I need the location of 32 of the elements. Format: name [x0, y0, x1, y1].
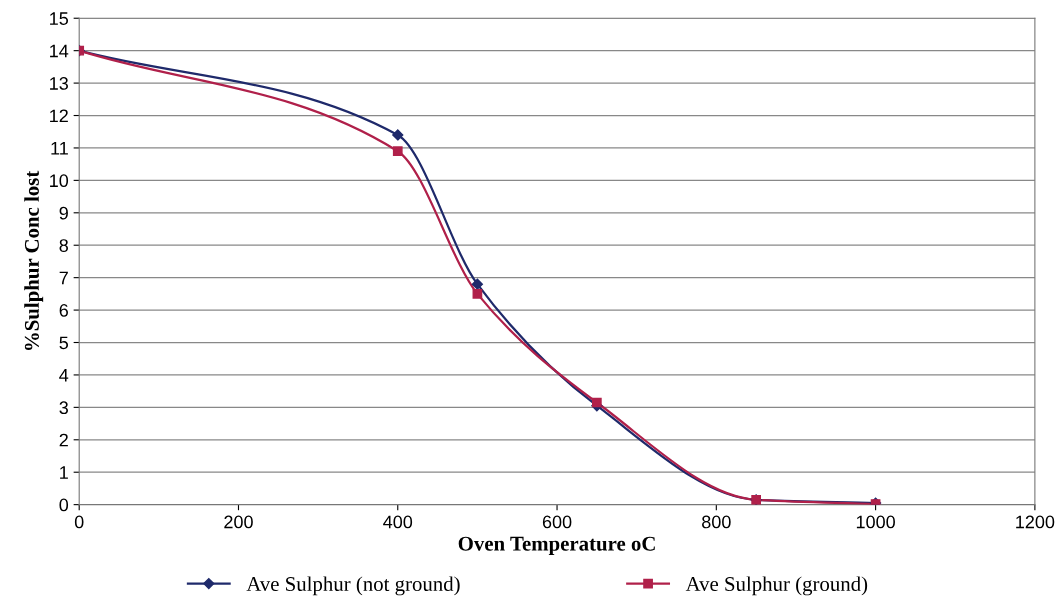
y-tick-label: 3	[59, 401, 68, 415]
x-tick-label: 1000	[856, 515, 895, 529]
y-tick-label: 5	[59, 336, 69, 350]
x-axis-title: Oven Temperature oC	[458, 536, 655, 555]
point	[392, 146, 403, 157]
x-tick-label: 1200	[1016, 515, 1055, 529]
y-tick-label: 10	[50, 174, 69, 188]
y-tick-label: 7	[59, 271, 68, 285]
y-tick-label: 15	[50, 12, 69, 25]
y-tick-label: 12	[50, 109, 68, 123]
y-tick-label: 2	[59, 433, 68, 447]
point	[472, 289, 483, 299]
y-tick-label: 0	[59, 498, 69, 512]
y-tick-label: 1	[60, 466, 68, 479]
point	[591, 397, 602, 408]
x-tick-label: 0	[74, 515, 84, 529]
y-axis-title: %Sulphur Conc lost	[24, 170, 44, 350]
y-tick-label: 4	[59, 369, 69, 382]
y-tick-label: 11	[51, 142, 68, 155]
x-tick-label: 600	[542, 515, 572, 529]
legend-label: Ave Sulphur (not ground)	[246, 576, 460, 596]
y-tick-label: 13	[50, 77, 68, 90]
y-tick-label: 8	[59, 239, 68, 252]
y-tick-label: 6	[59, 304, 68, 317]
x-tick-label: 400	[383, 515, 413, 529]
x-tick-label: 800	[702, 515, 731, 529]
x-tick-label: 200	[224, 515, 253, 529]
point	[392, 129, 404, 141]
y-tick-label: 14	[50, 44, 69, 58]
legend-label: Ave Sulphur (ground)	[685, 576, 868, 596]
y-tick-label: 9	[59, 206, 68, 220]
point	[471, 278, 484, 290]
